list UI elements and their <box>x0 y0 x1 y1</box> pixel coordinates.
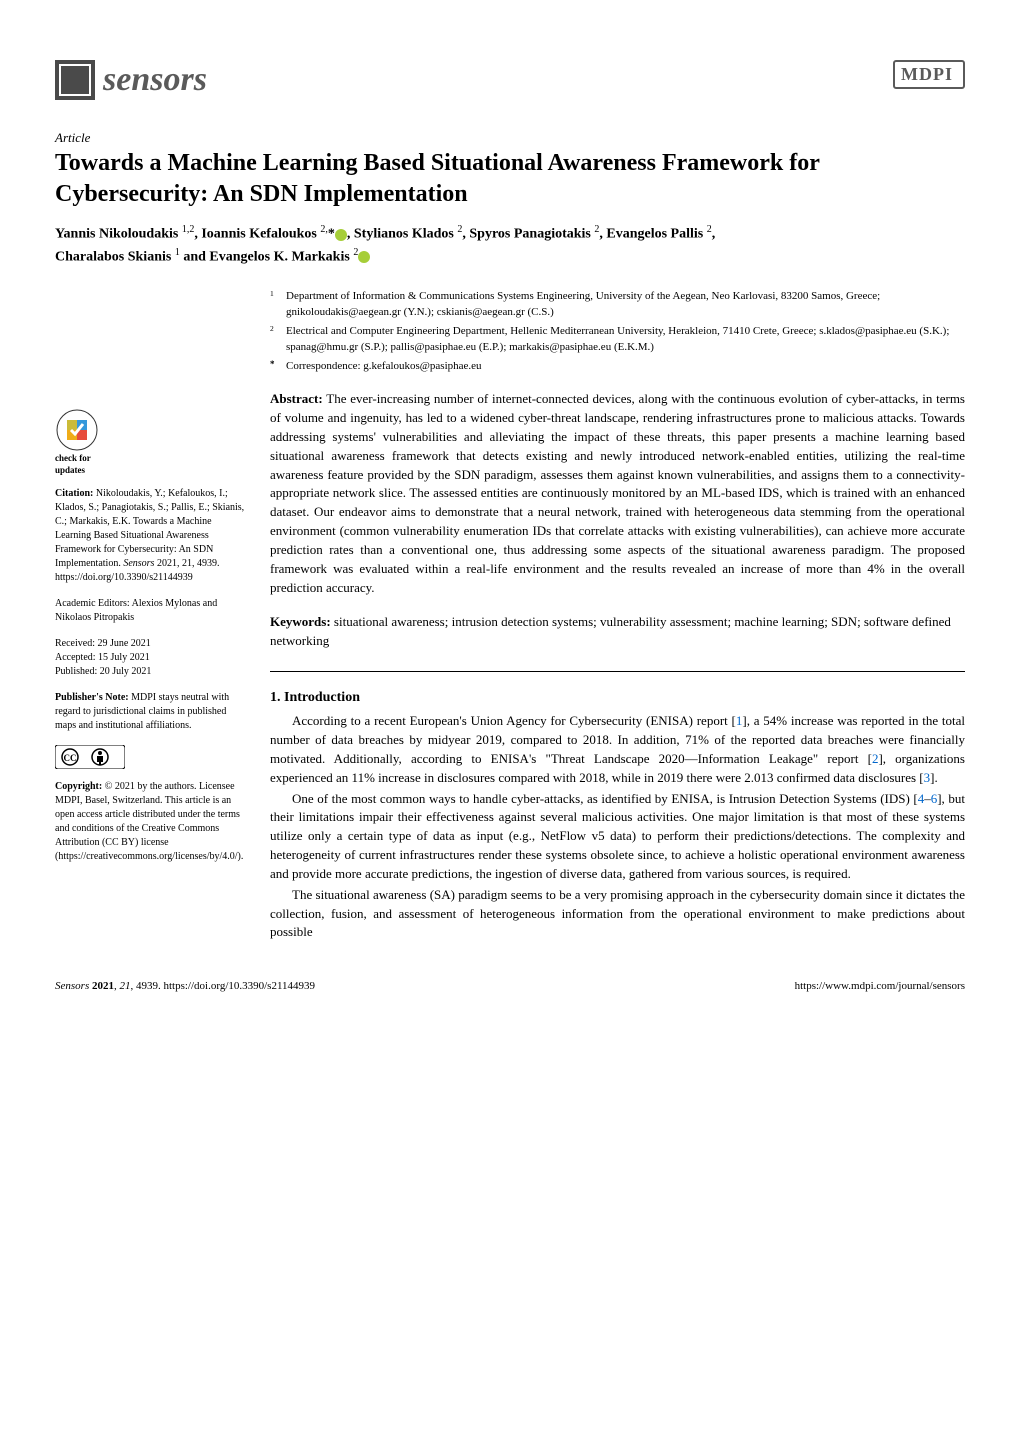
published-date: Published: 20 July 2021 <box>55 665 245 679</box>
orcid-icon[interactable] <box>335 229 347 241</box>
footer-left: Sensors 2021, 21, 4939. https://doi.org/… <box>55 980 315 992</box>
affiliation-text: Electrical and Computer Engineering Depa… <box>286 323 965 356</box>
footer-ref: , 21, 4939. https://doi.org/10.3390/s211… <box>114 980 315 992</box>
check-updates-icon <box>55 408 99 452</box>
citation-label: Citation: <box>55 488 93 499</box>
publisher-note-block: Publisher's Note: MDPI stays neutral wit… <box>55 691 245 733</box>
text: ]. <box>930 770 938 785</box>
keywords-text: situational awareness; intrusion detecti… <box>270 614 951 648</box>
author-name: , Evangelos Pallis <box>599 227 706 242</box>
corresponding-star: * <box>328 227 335 242</box>
copyright-text: © 2021 by the authors. Licensee MDPI, Ba… <box>55 781 243 862</box>
text: One of the most common ways to handle cy… <box>292 791 918 806</box>
affiliation-number: 1 <box>270 289 274 298</box>
author-affil-sup: 2, <box>320 224 328 235</box>
author-name: Charalabos Skianis <box>55 250 175 265</box>
article-type: Article <box>55 130 965 146</box>
text: According to a recent European's Union A… <box>292 713 736 728</box>
correspondence-text: Correspondence: g.kefaloukos@pasiphae.eu <box>286 358 965 375</box>
cc-by-icon: CC <box>55 745 125 769</box>
check-updates-text2: updates <box>55 464 245 477</box>
main-content: 1 Department of Information & Communicat… <box>270 288 965 943</box>
journal-logo: sensors <box>55 60 207 100</box>
section-heading: 1. Introduction <box>270 690 965 706</box>
orcid-icon[interactable] <box>358 251 370 263</box>
keywords: Keywords: situational awareness; intrusi… <box>270 613 965 651</box>
body-paragraph: According to a recent European's Union A… <box>270 712 965 787</box>
author-name: Yannis Nikoloudakis <box>55 227 182 242</box>
section-divider <box>270 671 965 672</box>
keywords-label: Keywords: <box>270 614 331 629</box>
svg-text:CC: CC <box>64 753 77 763</box>
author-affil-sup: 1,2 <box>182 224 195 235</box>
corresponding-star: * <box>270 359 275 369</box>
author-sep: , <box>712 227 716 242</box>
author-name: , Ioannis Kefaloukos <box>194 227 320 242</box>
citation-journal: Sensors <box>123 558 154 569</box>
abstract-label: Abstract: <box>270 391 323 406</box>
author-name: , Stylianos Klados <box>347 227 457 242</box>
header: sensors MDPI <box>55 60 965 100</box>
body-paragraph: The situational awareness (SA) paradigm … <box>270 886 965 943</box>
editors-block: Academic Editors: Alexios Mylonas and Ni… <box>55 597 245 625</box>
pubnote-label: Publisher's Note: <box>55 692 129 703</box>
sidebar: check for updates Citation: Nikoloudakis… <box>55 288 245 943</box>
journal-logo-icon <box>55 60 95 100</box>
affiliations: 1 Department of Information & Communicat… <box>270 288 965 375</box>
citation-text: Nikoloudakis, Y.; Kefaloukos, I.; Klados… <box>55 488 244 569</box>
cc-by-badge[interactable]: CC <box>55 745 125 774</box>
copyright-label: Copyright: <box>55 781 102 792</box>
received-date: Received: 29 June 2021 <box>55 637 245 651</box>
article-title: Towards a Machine Learning Based Situati… <box>55 148 965 210</box>
two-column-layout: check for updates Citation: Nikoloudakis… <box>55 288 965 943</box>
affiliation-text: Department of Information & Communicatio… <box>286 288 965 321</box>
affiliation-row: 2 Electrical and Computer Engineering De… <box>270 323 965 356</box>
citation-block: Citation: Nikoloudakis, Y.; Kefaloukos, … <box>55 487 245 585</box>
abstract: Abstract: The ever-increasing number of … <box>270 390 965 597</box>
body-paragraph: One of the most common ways to handle cy… <box>270 790 965 884</box>
page: sensors MDPI Article Towards a Machine L… <box>0 0 1020 1042</box>
accepted-date: Accepted: 15 July 2021 <box>55 651 245 665</box>
abstract-text: The ever-increasing number of internet-c… <box>270 391 965 594</box>
affiliation-number: 2 <box>270 324 274 333</box>
footer-right[interactable]: https://www.mdpi.com/journal/sensors <box>795 980 965 992</box>
authors-line: Yannis Nikoloudakis 1,2, Ioannis Kefalou… <box>55 222 965 267</box>
license-block: CC Copyright: © 2021 by the authors. Lic… <box>55 745 245 864</box>
editors-label: Academic Editors: <box>55 598 132 609</box>
journal-logo-text: sensors <box>103 61 207 99</box>
footer-journal: Sensors <box>55 980 92 992</box>
author-name: and Evangelos K. Markakis <box>180 250 353 265</box>
footer-year: 2021 <box>92 980 114 992</box>
check-updates-text1: check for <box>55 452 245 465</box>
affiliation-row: 1 Department of Information & Communicat… <box>270 288 965 321</box>
author-name: , Spyros Panagiotakis <box>462 227 594 242</box>
publisher-logo: MDPI <box>893 60 965 89</box>
dates-block: Received: 29 June 2021 Accepted: 15 July… <box>55 637 245 679</box>
check-for-updates-badge[interactable]: check for updates <box>55 408 245 477</box>
page-footer: Sensors 2021, 21, 4939. https://doi.org/… <box>55 972 965 992</box>
correspondence-row: * Correspondence: g.kefaloukos@pasiphae.… <box>270 358 965 375</box>
